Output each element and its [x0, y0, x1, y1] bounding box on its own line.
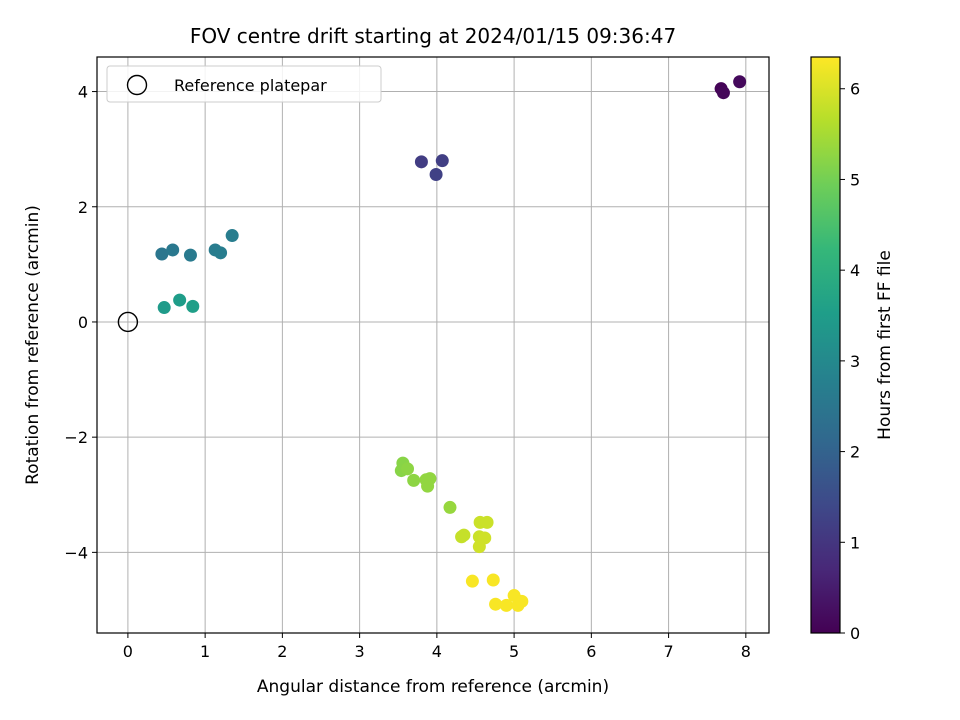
data-point [472, 540, 486, 554]
grid-lines [97, 57, 769, 633]
data-point [186, 299, 200, 313]
colorbar-label: Hours from first FF file [875, 250, 895, 440]
data-point [429, 168, 443, 182]
data-point [173, 293, 187, 307]
x-tick-label: 2 [277, 642, 287, 661]
colorbar-tick-label: 6 [850, 80, 860, 99]
y-tick-label: 0 [78, 313, 88, 332]
legend-box [106, 65, 382, 103]
data-point [214, 246, 228, 260]
x-axis-ticks: 0 1 2 3 4 5 6 7 8 [123, 633, 751, 661]
data-point [155, 247, 169, 261]
data-point [716, 86, 730, 100]
y-axis-label: Rotation from reference (arcmin) [23, 205, 43, 485]
data-point [225, 229, 239, 243]
x-tick-label: 4 [432, 642, 442, 661]
data-point [457, 528, 471, 542]
data-point [166, 243, 180, 257]
x-tick-label: 7 [663, 642, 673, 661]
x-tick-label: 1 [200, 642, 210, 661]
colorbar-tick-label: 2 [850, 443, 860, 462]
data-point [407, 473, 421, 487]
data-point [421, 479, 435, 493]
x-axis-label: Angular distance from reference (arcmin) [257, 677, 609, 697]
scatter-points [117, 75, 747, 612]
plot-frame [96, 56, 770, 634]
colorbar [810, 56, 841, 634]
colorbar-tick-label: 5 [850, 170, 860, 189]
colorbar-tick-label: 0 [850, 624, 860, 643]
data-point [489, 597, 503, 611]
x-tick-label: 0 [123, 642, 133, 661]
x-tick-label: 3 [355, 642, 365, 661]
y-tick-label: −2 [64, 428, 88, 447]
data-point [443, 500, 457, 514]
data-point [480, 515, 494, 529]
y-tick-label: 4 [78, 83, 88, 102]
legend-label-reference: Reference platepar [174, 76, 327, 95]
x-tick-label: 6 [586, 642, 596, 661]
legend: Reference platepar [106, 65, 382, 103]
data-point [414, 155, 428, 169]
data-point [733, 75, 747, 89]
data-point [465, 574, 479, 588]
y-tick-label: −4 [64, 543, 88, 562]
x-tick-label: 5 [509, 642, 519, 661]
colorbar-ticks: 0 1 2 3 4 5 6 [840, 80, 860, 643]
y-axis-ticks: −4 −2 0 2 4 [64, 83, 97, 562]
chart-title: FOV centre drift starting at 2024/01/15 … [190, 24, 676, 48]
colorbar-tick-label: 3 [850, 352, 860, 371]
legend-marker-reference [126, 74, 148, 96]
data-point [515, 594, 529, 608]
data-point [486, 573, 500, 587]
reference-platepar-marker [117, 311, 139, 333]
data-point [157, 301, 171, 315]
colorbar-tick-label: 1 [850, 533, 860, 552]
data-point [401, 462, 415, 476]
colorbar-tick-label: 4 [850, 261, 860, 280]
x-tick-label: 8 [741, 642, 751, 661]
data-point [499, 598, 513, 612]
data-point [183, 248, 197, 262]
data-point [435, 154, 449, 168]
y-tick-label: 2 [78, 198, 88, 217]
